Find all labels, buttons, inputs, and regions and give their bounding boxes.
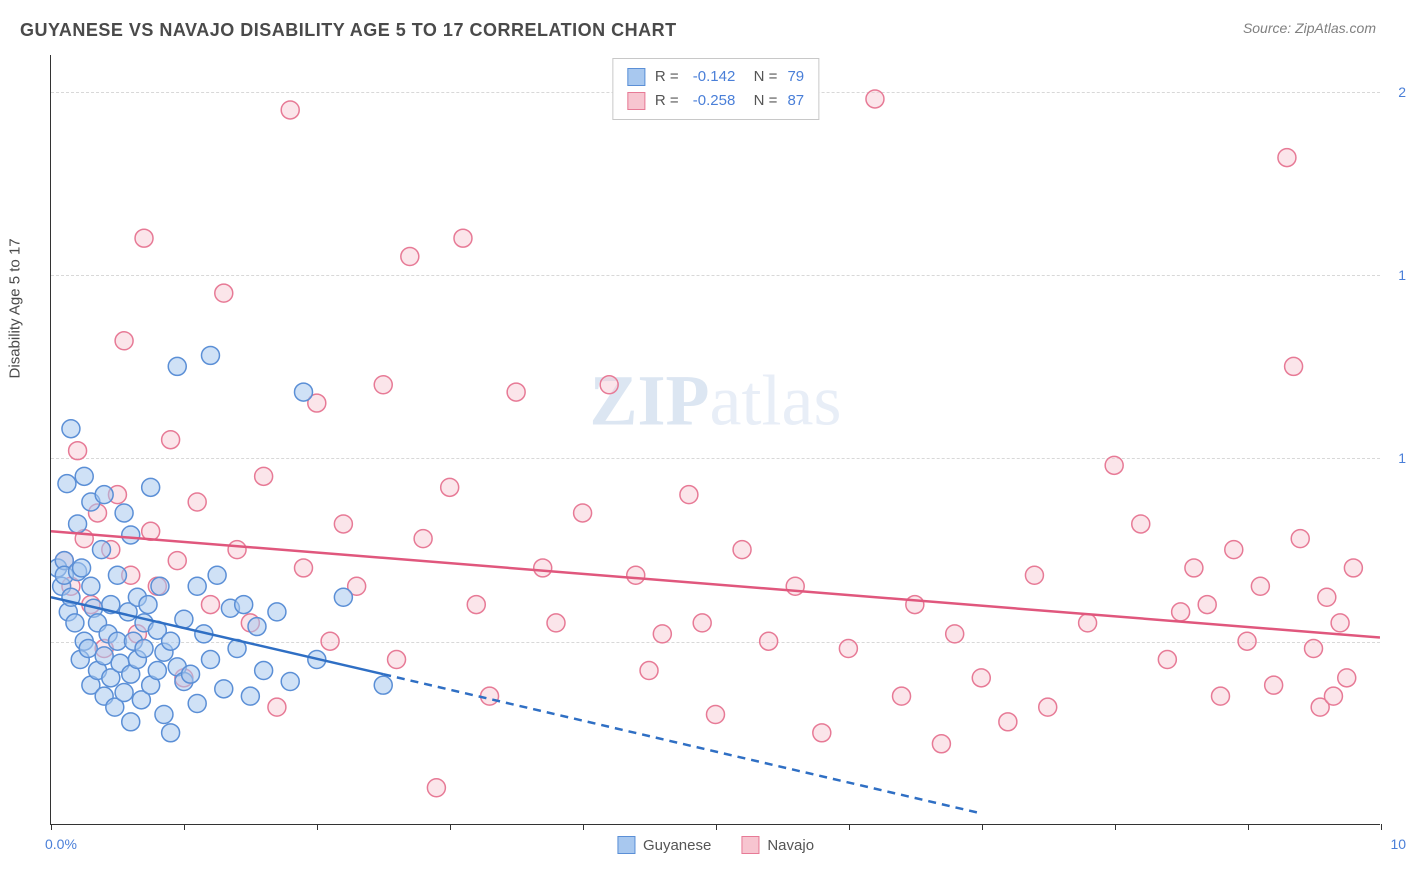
x-tick (1115, 824, 1116, 830)
x-tick (849, 824, 850, 830)
x-tick (716, 824, 717, 830)
x-tick (1381, 824, 1382, 830)
x-tick (1248, 824, 1249, 830)
chart-header: GUYANESE VS NAVAJO DISABILITY AGE 5 TO 1… (0, 0, 1406, 41)
y-tick-label: 20.0% (1383, 84, 1406, 100)
x-min-label: 0.0% (45, 836, 77, 852)
legend-row-navajo: R = -0.258 N = 87 (627, 89, 804, 113)
regression-line (383, 674, 981, 813)
regression-line (51, 597, 383, 674)
regression-lines (51, 55, 1380, 824)
y-tick-label: 5.0% (1383, 634, 1406, 650)
x-tick (184, 824, 185, 830)
plot-region: ZIPatlas R = -0.142 N = 79 R = -0.258 N … (50, 55, 1380, 825)
swatch-guyanese (627, 68, 645, 86)
x-max-label: 100.0% (1391, 836, 1406, 852)
x-tick (51, 824, 52, 830)
x-tick (583, 824, 584, 830)
y-tick-label: 10.0% (1383, 450, 1406, 466)
x-tick (317, 824, 318, 830)
y-axis-label: Disability Age 5 to 17 (7, 238, 24, 378)
y-tick-label: 15.0% (1383, 267, 1406, 283)
legend-row-guyanese: R = -0.142 N = 79 (627, 65, 804, 89)
series-legend: Guyanese Navajo (617, 836, 814, 854)
legend-item-guyanese: Guyanese (617, 836, 711, 854)
swatch-guyanese-icon (617, 836, 635, 854)
x-tick (450, 824, 451, 830)
legend-item-navajo: Navajo (741, 836, 814, 854)
swatch-navajo-icon (741, 836, 759, 854)
chart-area: Disability Age 5 to 17 ZIPatlas R = -0.1… (50, 55, 1380, 825)
chart-title: GUYANESE VS NAVAJO DISABILITY AGE 5 TO 1… (20, 20, 677, 41)
correlation-legend: R = -0.142 N = 79 R = -0.258 N = 87 (612, 58, 819, 120)
source-attribution: Source: ZipAtlas.com (1243, 20, 1376, 36)
x-tick (982, 824, 983, 830)
regression-line (51, 531, 1380, 637)
swatch-navajo (627, 92, 645, 110)
